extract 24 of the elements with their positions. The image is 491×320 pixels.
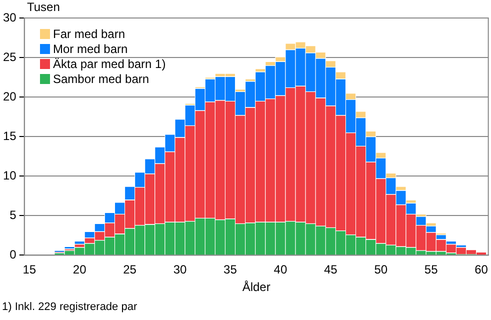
y-tick-label: 5 (10, 208, 17, 222)
x-tick-label: 50 (374, 262, 388, 277)
y-tick-label: 20 (2, 89, 17, 104)
legend-label: Mor med barn (53, 42, 128, 56)
x-tick-label: 35 (224, 262, 238, 277)
x-tick-label: 45 (324, 262, 338, 277)
legend-label: Sambor med barn (53, 72, 150, 86)
y-tick-label: 15 (2, 128, 17, 143)
x-tick-label: 55 (424, 262, 438, 277)
x-tick-label: 25 (123, 262, 137, 277)
x-tick-label: 15 (22, 262, 36, 277)
x-tick-label: 40 (274, 262, 288, 277)
x-tick-label: 60 (474, 262, 488, 277)
x-tick-label: 20 (72, 262, 87, 277)
y-tick-label: 0 (10, 248, 17, 262)
legend-label: Far med barn (53, 26, 126, 40)
y-axis-title: Tusen (27, 0, 60, 14)
text: 1) Inkl. 229 registrerade par (2, 301, 138, 313)
y-tick-label: 10 (2, 168, 17, 182)
x-tick-label: 30 (173, 262, 188, 277)
x-axis-title: Ålder (242, 280, 270, 294)
y-tick-label: 30 (2, 10, 17, 24)
legend-label: Äkta par med barn 1) (53, 56, 166, 70)
y-tick-label: 25 (2, 50, 17, 64)
